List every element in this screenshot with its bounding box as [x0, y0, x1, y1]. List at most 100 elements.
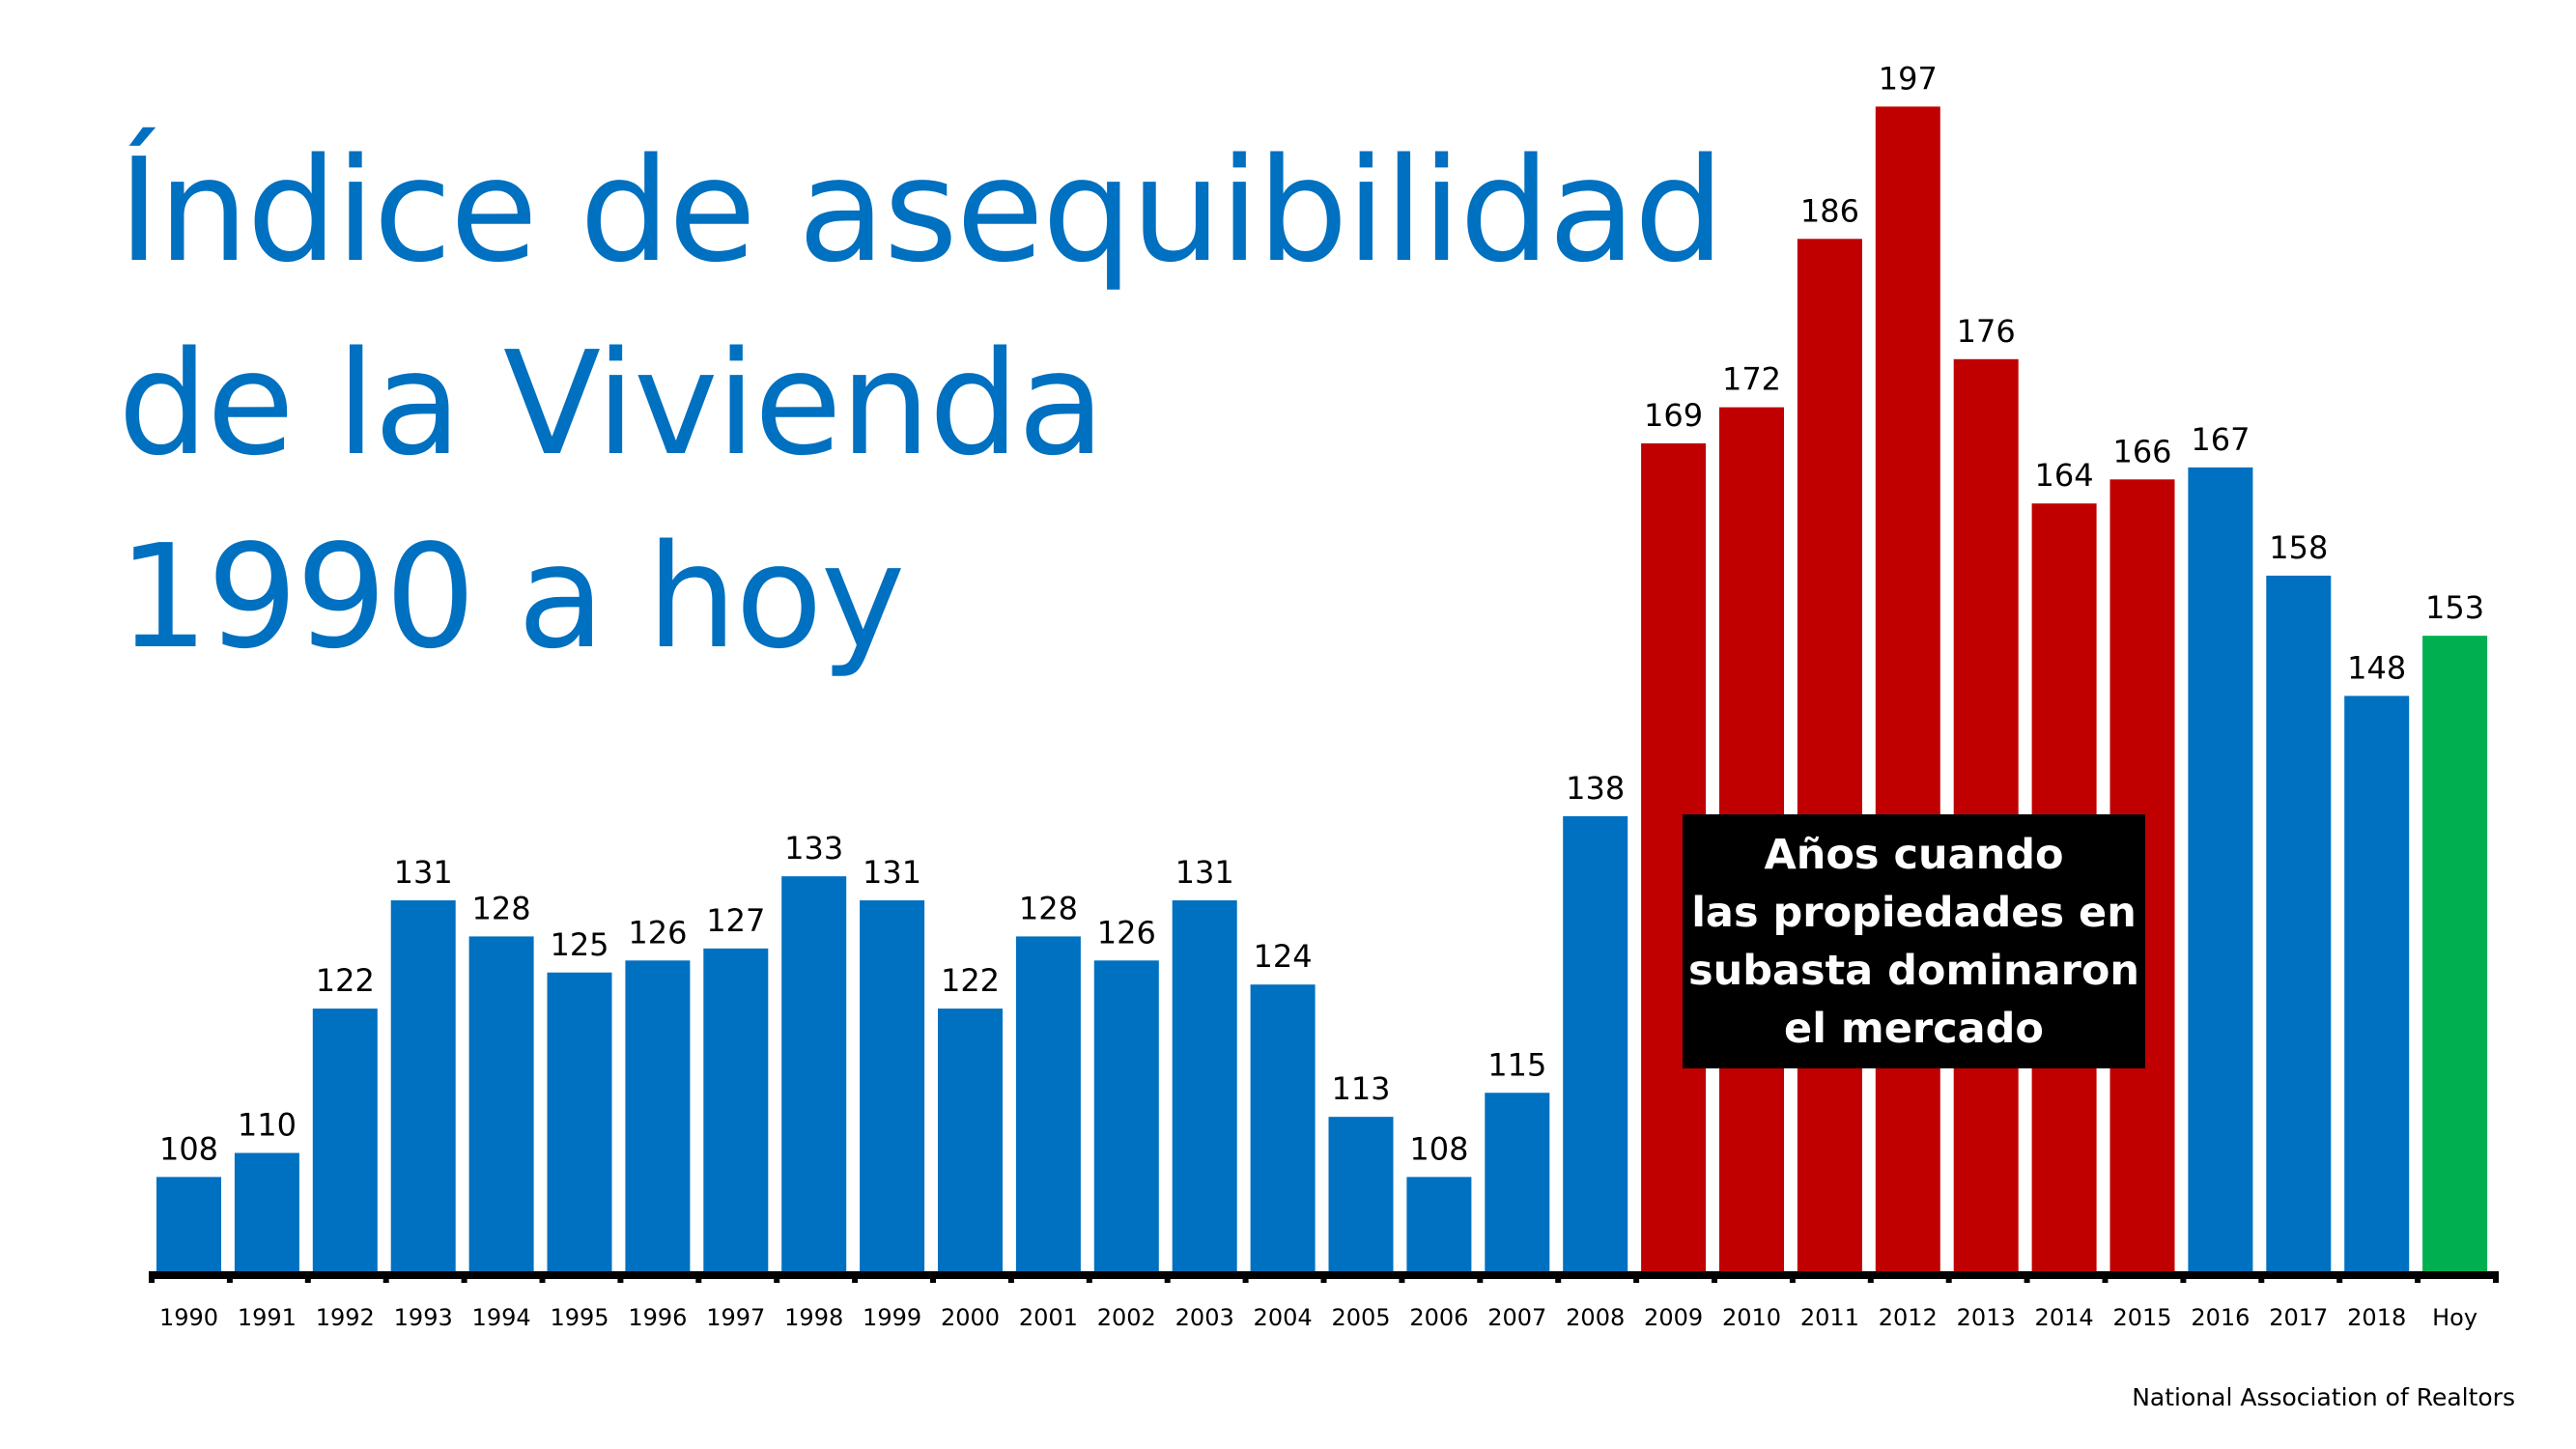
data-label-2007: 115	[1487, 1046, 1546, 1083]
foreclosure-callout: Años cuando las propiedades en subasta d…	[1683, 814, 2145, 1068]
x-axis-tick	[1945, 1277, 1952, 1283]
bar-1999	[860, 900, 925, 1273]
x-axis-tick	[539, 1277, 546, 1283]
x-axis-tick	[930, 1277, 936, 1283]
data-label-2004: 124	[1254, 938, 1313, 975]
bar-1994	[468, 936, 534, 1273]
data-label-1996: 126	[628, 914, 687, 951]
x-tick-label-2014: 2014	[2035, 1304, 2094, 1331]
x-axis-tick	[1007, 1277, 1014, 1283]
x-axis-tick	[1477, 1277, 1484, 1283]
bar-2000	[938, 1009, 1003, 1273]
x-tick-label-2001: 2001	[1019, 1304, 1078, 1331]
x-tick-label-2005: 2005	[1331, 1304, 1390, 1331]
data-label-2005: 113	[1331, 1070, 1390, 1107]
x-tick-label-2013: 2013	[1957, 1304, 2016, 1331]
data-label-2010: 172	[1722, 361, 1781, 398]
data-label-Hoy: 153	[2425, 589, 2484, 626]
x-axis-tick	[774, 1277, 780, 1283]
bar-2018	[2344, 696, 2410, 1273]
bar-1991	[234, 1152, 299, 1273]
data-label-2001: 128	[1019, 890, 1078, 926]
x-axis-tick	[2024, 1277, 2030, 1283]
x-axis-tick	[1555, 1277, 1562, 1283]
x-tick-label-1998: 1998	[784, 1304, 843, 1331]
x-tick-label-2000: 2000	[941, 1304, 1000, 1331]
bar-2007	[1485, 1093, 1550, 1273]
data-label-2012: 197	[1879, 60, 1938, 97]
data-label-2017: 158	[2269, 529, 2328, 566]
x-tick-label-2012: 2012	[1879, 1304, 1938, 1331]
data-label-2009: 169	[1644, 397, 1703, 434]
x-tick-label-2015: 2015	[2112, 1304, 2171, 1331]
x-tick-label-2017: 2017	[2269, 1304, 2328, 1331]
bar-2003	[1172, 900, 1237, 1273]
x-tick-label-2008: 2008	[1566, 1304, 1625, 1331]
bar-1998	[781, 876, 847, 1273]
x-axis-tick	[382, 1277, 389, 1283]
data-label-2011: 186	[1800, 192, 1859, 229]
bar-2012	[1875, 106, 1940, 1274]
x-axis-tick	[1320, 1277, 1327, 1283]
x-tick-label-1994: 1994	[472, 1304, 531, 1331]
data-label-1993: 131	[394, 854, 453, 891]
callout-line-2: las propiedades en	[1691, 888, 2137, 937]
x-tick-label-1993: 1993	[394, 1304, 453, 1331]
data-label-2003: 131	[1175, 854, 1234, 891]
x-tick-label-2007: 2007	[1487, 1304, 1546, 1331]
x-axis-tick	[1633, 1277, 1640, 1283]
x-axis-tick	[1789, 1277, 1796, 1283]
data-label-2015: 166	[2112, 433, 2171, 469]
callout-line-4: el mercado	[1784, 1004, 2044, 1053]
data-label-1990: 108	[159, 1130, 218, 1167]
x-axis-tick	[1399, 1277, 1405, 1283]
bar-1997	[703, 948, 769, 1273]
title-line-2: de la Vivienda	[118, 321, 1105, 487]
title-line-1: Índice de asequibilidad	[118, 128, 1725, 294]
x-tick-label-2004: 2004	[1254, 1304, 1313, 1331]
x-tick-label-1992: 1992	[316, 1304, 375, 1331]
bar-2016	[2188, 467, 2253, 1274]
x-axis-tick	[226, 1277, 233, 1283]
x-axis-tick	[149, 1277, 155, 1283]
x-tick-label-2009: 2009	[1644, 1304, 1703, 1331]
data-label-1994: 128	[472, 890, 531, 926]
bar-2017	[2266, 575, 2332, 1273]
data-label-2016: 167	[2191, 421, 2250, 458]
x-axis-tick	[2258, 1277, 2265, 1283]
bar-1990	[156, 1177, 221, 1273]
x-axis-tick	[2493, 1277, 2499, 1283]
x-tick-label-Hoy: Hoy	[2432, 1304, 2477, 1331]
x-axis-tick	[617, 1277, 624, 1283]
x-tick-label-1996: 1996	[628, 1304, 687, 1331]
callout-line-1: Años cuando	[1764, 830, 2064, 879]
data-label-1997: 127	[706, 902, 765, 939]
x-tick-label-1995: 1995	[550, 1304, 609, 1331]
x-tick-label-2016: 2016	[2191, 1304, 2250, 1331]
x-tick-label-1999: 1999	[863, 1304, 921, 1331]
x-tick-label-2003: 2003	[1175, 1304, 1234, 1331]
data-label-2006: 108	[1409, 1130, 1468, 1167]
x-axis-tick	[1867, 1277, 1874, 1283]
bar-2011	[1797, 239, 1862, 1273]
data-label-1992: 122	[316, 962, 375, 999]
page-title: Índice de asequibilidad de la Vivienda 1…	[118, 114, 1725, 694]
x-axis-tick	[2102, 1277, 2109, 1283]
x-tick-label-2011: 2011	[1800, 1304, 1859, 1331]
x-tick-label-1990: 1990	[159, 1304, 218, 1331]
callout-line-3: subasta dominaron	[1688, 946, 2139, 995]
x-tick-label-2010: 2010	[1722, 1304, 1781, 1331]
bar-2004	[1250, 984, 1316, 1273]
x-axis-tick	[852, 1277, 859, 1283]
x-tick-label-2006: 2006	[1409, 1304, 1468, 1331]
data-label-2013: 176	[1957, 313, 2016, 350]
x-axis-tick	[1712, 1277, 1717, 1283]
x-axis-line	[149, 1271, 2499, 1279]
bar-1996	[625, 960, 691, 1273]
data-label-1991: 110	[238, 1107, 297, 1144]
data-label-2018: 148	[2347, 649, 2406, 686]
x-tick-label-1991: 1991	[238, 1304, 297, 1331]
data-label-1999: 131	[863, 854, 921, 891]
x-tick-label-2002: 2002	[1097, 1304, 1156, 1331]
data-label-2008: 138	[1566, 770, 1625, 807]
